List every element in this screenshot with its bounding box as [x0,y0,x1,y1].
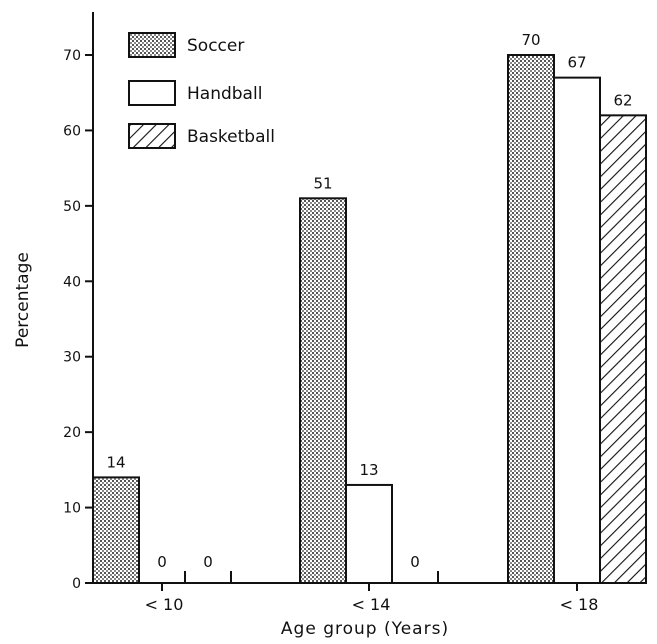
data-label: 14 [106,453,125,471]
data-label: 0 [410,553,420,571]
legend-label-handball: Handball [187,84,262,104]
y-tick-label: 30 [63,350,81,366]
legend-swatch-basketball [128,123,176,149]
bar-soccer [507,54,555,584]
legend: Soccer Handball Basketball [128,32,275,149]
y-axis-label: Percentage [13,252,33,348]
x-tick-label: < 14 [352,595,391,614]
data-label: 51 [313,174,332,192]
y-tick-label: 20 [63,425,81,441]
legend-label-basketball: Basketball [187,127,275,147]
bar-basketball [599,114,647,584]
legend-swatch-handball [128,80,176,106]
bar-handball [345,483,393,585]
bar-soccer [299,197,347,584]
y-tick-label: 70 [63,48,81,64]
y-tick-label: 60 [63,123,81,139]
y-tick-label: 10 [63,501,81,517]
y-tick-label: 0 [72,576,81,592]
axes: 0 10 20 30 40 50 60 70 < 10 < 14 < 18 [63,12,645,614]
x-tick-label: < 10 [145,595,184,614]
x-tick-label: < 18 [560,595,599,614]
y-tick-label: 50 [63,199,81,215]
legend-label-soccer: Soccer [187,36,244,56]
bar-handball [553,76,601,584]
data-label: 13 [359,461,378,479]
bars: 14 0 0 51 13 0 70 67 62 [92,31,647,585]
data-label: 67 [567,54,586,72]
bar-soccer [92,476,140,584]
y-tick-label: 40 [63,274,81,290]
data-label: 70 [521,31,540,49]
data-label: 0 [157,553,167,571]
legend-swatch-soccer [128,32,176,58]
data-label: 0 [203,553,213,571]
x-axis-label: Age group (Years) [281,619,449,639]
data-label: 62 [613,91,632,109]
